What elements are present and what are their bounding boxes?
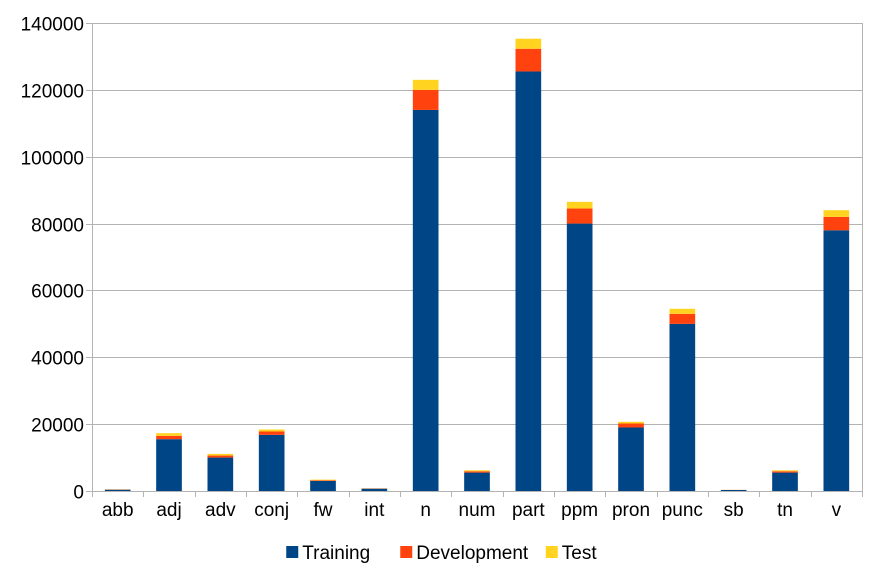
bar-punc-development — [669, 313, 696, 324]
legend-swatch-training — [286, 546, 299, 558]
bar-abb-training — [104, 489, 131, 491]
bar-adj-development — [156, 435, 182, 440]
tick-labels: 0 20000 40000 60000 80000 100000 120000 140000 a… — [21, 15, 842, 522]
x-tick-label: punc — [662, 500, 703, 521]
legend-swatch-test — [545, 546, 558, 558]
x-tick-label: pron — [612, 500, 650, 521]
bar-conj-training — [258, 434, 285, 491]
bar-v-test — [823, 210, 850, 217]
x-tick-label: sb — [724, 500, 744, 521]
bar-adj-training — [156, 439, 182, 491]
x-tick-label: tn — [777, 500, 793, 521]
x-tick-label: n — [420, 500, 431, 521]
bar-conj-test — [258, 429, 285, 432]
bars — [104, 38, 850, 491]
x-tick-label: int — [364, 500, 385, 521]
bar-adj-test — [156, 433, 182, 436]
bar-num-development — [464, 471, 490, 473]
bar-num-training — [464, 472, 490, 491]
legend-label-development: Development — [416, 543, 529, 564]
legend-label-training: Training — [302, 543, 370, 564]
bar-ppm-training — [566, 223, 593, 491]
y-tick-label: 40000 — [31, 349, 84, 370]
bar-pron-test — [618, 421, 644, 424]
y-tick-label: 20000 — [31, 416, 84, 437]
bar-int-training — [361, 488, 388, 491]
bar-adv-test — [207, 453, 234, 456]
x-tick-label: v — [832, 500, 842, 521]
grid-lines — [92, 23, 862, 492]
bar-n-development — [412, 89, 439, 110]
x-tick-label: part — [512, 500, 545, 521]
bar-ppm-development — [566, 208, 593, 224]
bar-pron-development — [618, 423, 644, 428]
bar-part-training — [515, 71, 542, 491]
bar-part-test — [515, 38, 542, 49]
y-tick-label: 100000 — [21, 149, 84, 170]
y-tick-label: 120000 — [21, 82, 84, 103]
bar-part-development — [515, 48, 542, 72]
bar-v-training — [823, 230, 850, 491]
bar-v-development — [823, 216, 850, 231]
bar-punc-test — [669, 308, 696, 314]
bar-n-training — [412, 109, 439, 491]
bar-fw-test — [310, 479, 336, 481]
legend-swatch-development — [400, 546, 413, 558]
y-tick-label: 140000 — [21, 15, 84, 36]
x-tick-label: conj — [254, 500, 289, 521]
x-tick-label: adv — [205, 500, 236, 521]
bar-fw-development — [310, 480, 336, 481]
x-tick-label: num — [459, 500, 496, 521]
x-tick-label: ppm — [561, 500, 598, 521]
bar-ppm-test — [566, 201, 593, 209]
bar-pron-training — [618, 427, 644, 491]
bar-sb-training — [720, 490, 747, 491]
x-tick-label: adj — [156, 500, 181, 521]
bar-punc-training — [669, 323, 696, 491]
y-tick-label: 80000 — [31, 216, 84, 237]
bar-n-test — [412, 79, 439, 90]
bar-tn-training — [772, 472, 798, 491]
bar-num-test — [464, 470, 490, 472]
legend: Training Development Test — [286, 543, 597, 564]
y-tick-label: 60000 — [31, 282, 84, 303]
bar-adv-training — [207, 457, 234, 491]
bar-tn-test — [772, 470, 798, 472]
bar-adv-development — [207, 455, 234, 458]
axes — [86, 23, 863, 497]
legend-label-test: Test — [562, 543, 598, 564]
bar-tn-development — [772, 471, 798, 473]
bar-conj-development — [258, 431, 285, 435]
x-tick-label: abb — [102, 500, 134, 521]
x-tick-label: fw — [314, 500, 333, 521]
y-tick-label: 0 — [73, 483, 84, 504]
bar-fw-training — [310, 480, 336, 491]
